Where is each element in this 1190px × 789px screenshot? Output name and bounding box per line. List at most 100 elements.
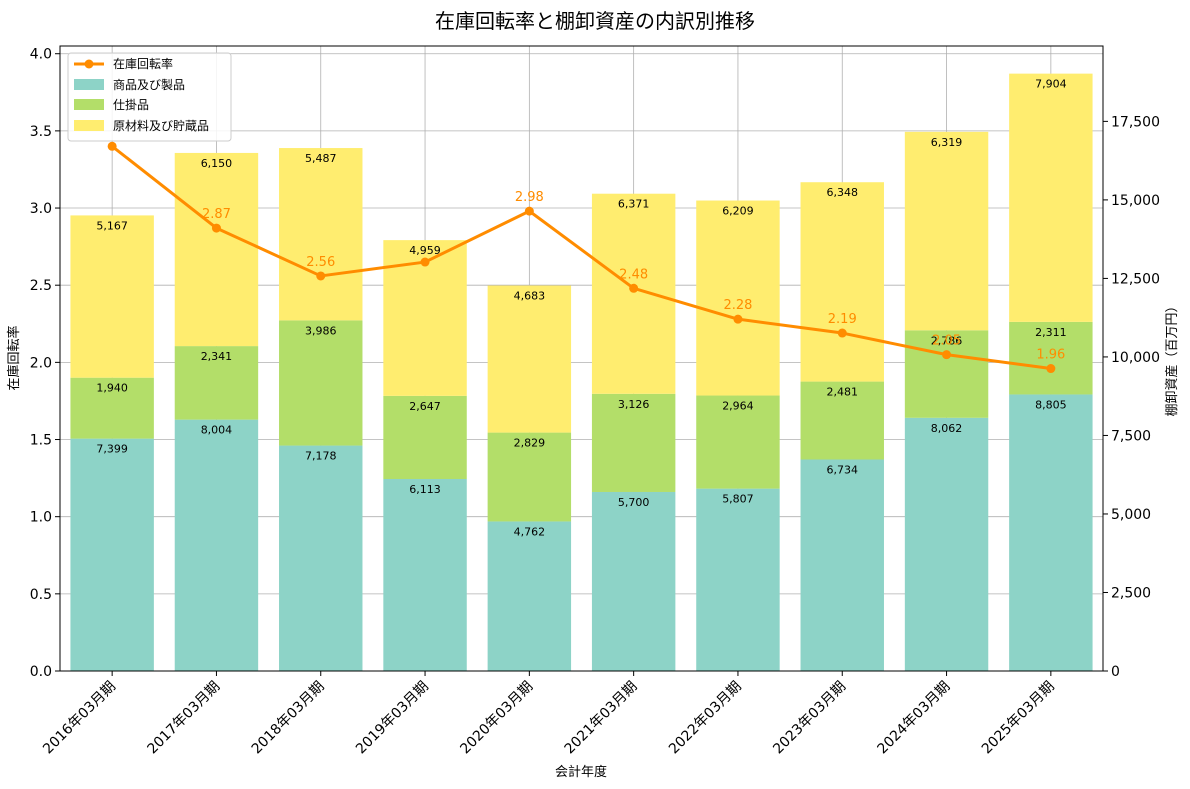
- turnover-value-label: 2.98: [515, 190, 544, 205]
- turnover-point: [837, 328, 847, 338]
- bar-segment: [70, 377, 154, 439]
- legend-label-materials: 原材料及び貯蔵品: [113, 119, 209, 133]
- turnover-point: [316, 271, 326, 281]
- bar-segment: [279, 445, 363, 671]
- turnover-value-label: 2.19: [828, 312, 857, 327]
- turnover-point: [733, 314, 743, 324]
- bar-value-label: 6,150: [201, 157, 233, 170]
- bar-segment: [1009, 394, 1093, 671]
- bar-segment: [70, 438, 154, 671]
- right-axis-tick-label: 7,500: [1111, 428, 1151, 444]
- turnover-point: [524, 206, 534, 216]
- x-axis-tick-label: 2024年03月期: [875, 679, 954, 758]
- bar-value-label: 6,348: [827, 186, 859, 199]
- bar-value-label: 6,371: [618, 198, 650, 211]
- turnover-line: [111, 145, 1052, 371]
- bar-segment: [174, 419, 259, 671]
- bar-segment: [800, 182, 884, 382]
- bar-value-label: 3,986: [305, 324, 337, 337]
- bar-segment: [279, 148, 363, 321]
- legend-box: [67, 52, 232, 142]
- x-axis-tick-label: 2021年03月期: [562, 679, 641, 758]
- bar-value-label: 8,062: [931, 422, 963, 435]
- right-axis-label: 棚卸資産（百万円）: [1164, 299, 1180, 416]
- turnover-point: [629, 283, 639, 293]
- bar-value-label: 5,487: [305, 152, 337, 165]
- bar-value-label: 8,805: [1035, 398, 1067, 411]
- bar-value-label: 6,113: [409, 483, 441, 496]
- bar-value-label: 4,762: [514, 525, 546, 538]
- x-axis-label: 会計年度: [555, 764, 607, 780]
- left-axis: 0.0 0.5 1.0 1.5 2.0 2.5 3.0 3.5 4.0: [30, 47, 60, 680]
- right-axis-tick-label: 0: [1111, 664, 1120, 680]
- legend-swatch-wip: [74, 99, 104, 110]
- left-axis-tick-label: 2.0: [30, 355, 52, 371]
- turnover-value-label: 2.48: [619, 267, 648, 282]
- bar-segment: [174, 152, 259, 347]
- x-axis: 2016年03月期 2017年03月期 2018年03月期 2019年03月期 2020…: [40, 671, 1058, 757]
- turnover-point: [1046, 364, 1056, 374]
- right-axis-tick-label: 2,500: [1111, 585, 1151, 601]
- bar-segment: [487, 432, 572, 522]
- right-axis-tick-label: 17,500: [1111, 114, 1160, 130]
- right-axis: 0 2,500 5,000 7,500 10,000 12,500 15,000 17,500: [1103, 114, 1160, 680]
- x-axis-tick-label: 2018年03月期: [249, 679, 328, 758]
- bar-value-label: 2,647: [409, 400, 441, 413]
- x-axis-tick-label: 2025年03月期: [979, 679, 1058, 758]
- bar-value-label: 3,126: [618, 398, 650, 411]
- chart-title: 在庫回転率と棚卸資産の内訳別推移: [435, 9, 755, 33]
- bar-segment: [487, 521, 572, 671]
- bar-value-label: 2,964: [722, 400, 754, 413]
- turnover-point: [420, 257, 430, 267]
- bar-value-label: 4,683: [514, 290, 546, 303]
- bar-segment: [904, 330, 989, 418]
- legend-label-turnover: 在庫回転率: [113, 56, 173, 71]
- left-axis-tick-label: 1.0: [30, 510, 52, 526]
- bar-value-label: 7,399: [96, 443, 128, 456]
- bar-segment: [696, 395, 780, 489]
- bar-value-label: 2,311: [1035, 326, 1067, 339]
- bar-segment: [591, 393, 676, 492]
- x-axis-tick-label: 2023年03月期: [770, 679, 849, 758]
- x-axis-tick-label: 2016年03月期: [40, 679, 119, 758]
- bar-value-label: 8,004: [201, 424, 233, 437]
- legend-swatch-materials: [74, 120, 104, 131]
- left-axis-tick-label: 4.0: [30, 47, 52, 63]
- turnover-point: [211, 223, 221, 233]
- bar-value-label: 5,700: [618, 496, 650, 509]
- bar-segment: [800, 381, 884, 460]
- turnover-value-label: 2.28: [723, 298, 752, 313]
- turnover-point: [107, 141, 117, 151]
- bar-segment: [1009, 321, 1093, 395]
- bar-value-label: 7,904: [1035, 78, 1067, 91]
- right-axis-tick-label: 12,500: [1111, 271, 1160, 287]
- turnover-line-layer: 2.87 2.56 2.98 2.48 2.28 2.19 2.05 1.96: [107, 141, 1065, 374]
- bar-value-label: 5,167: [96, 219, 128, 232]
- x-axis-tick-label: 2022年03月期: [666, 679, 745, 758]
- bar-segment: [279, 320, 363, 446]
- turnover-value-label: 1.96: [1036, 348, 1065, 363]
- turnover-value-label: 2.05: [932, 334, 961, 349]
- bar-value-label: 2,341: [201, 350, 233, 363]
- bar-value-label: 2,786: [931, 334, 963, 347]
- x-axis-tick-label: 2019年03月期: [353, 679, 432, 758]
- bar-segment: [904, 417, 989, 671]
- bar-segment: [696, 488, 780, 671]
- bar-segment: [70, 215, 154, 378]
- bar-segment: [174, 346, 259, 420]
- bar-segment: [1009, 73, 1093, 322]
- bar-value-label: 6,209: [722, 205, 754, 218]
- left-axis-tick-label: 2.5: [30, 278, 52, 294]
- legend-marker-turnover: [84, 59, 94, 69]
- right-axis-tick-label: 15,000: [1111, 193, 1160, 209]
- right-axis-tick-label: 5,000: [1111, 507, 1151, 523]
- bars-layer: [70, 73, 1093, 671]
- left-axis-tick-label: 1.5: [30, 433, 52, 449]
- bar-value-label: 2,481: [827, 386, 859, 399]
- bar-segment: [487, 285, 572, 433]
- bar-value-label: 6,319: [931, 136, 963, 149]
- x-axis-tick-label: 2020年03月期: [457, 679, 536, 758]
- bar-value-label: 7,178: [305, 450, 337, 463]
- left-axis-tick-label: 0.0: [30, 664, 52, 680]
